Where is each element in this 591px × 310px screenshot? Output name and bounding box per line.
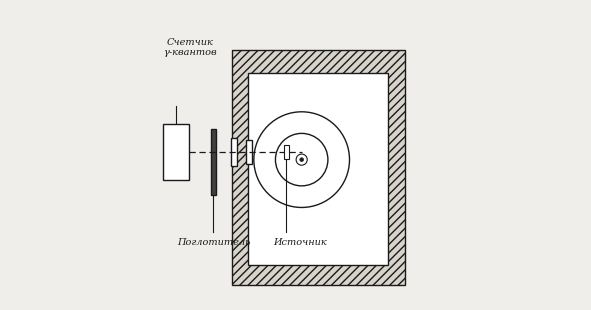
- Text: Счетчик
γ-квантов: Счетчик γ-квантов: [163, 38, 217, 57]
- Bar: [248, 73, 388, 264]
- Bar: [230, 138, 238, 166]
- Bar: [210, 129, 216, 195]
- Bar: [284, 145, 289, 159]
- Bar: [232, 50, 405, 285]
- Text: Источник: Источник: [273, 238, 327, 247]
- Bar: [246, 140, 252, 164]
- Circle shape: [300, 158, 304, 162]
- Bar: [163, 124, 189, 180]
- Text: Поглотитель: Поглотитель: [177, 238, 250, 247]
